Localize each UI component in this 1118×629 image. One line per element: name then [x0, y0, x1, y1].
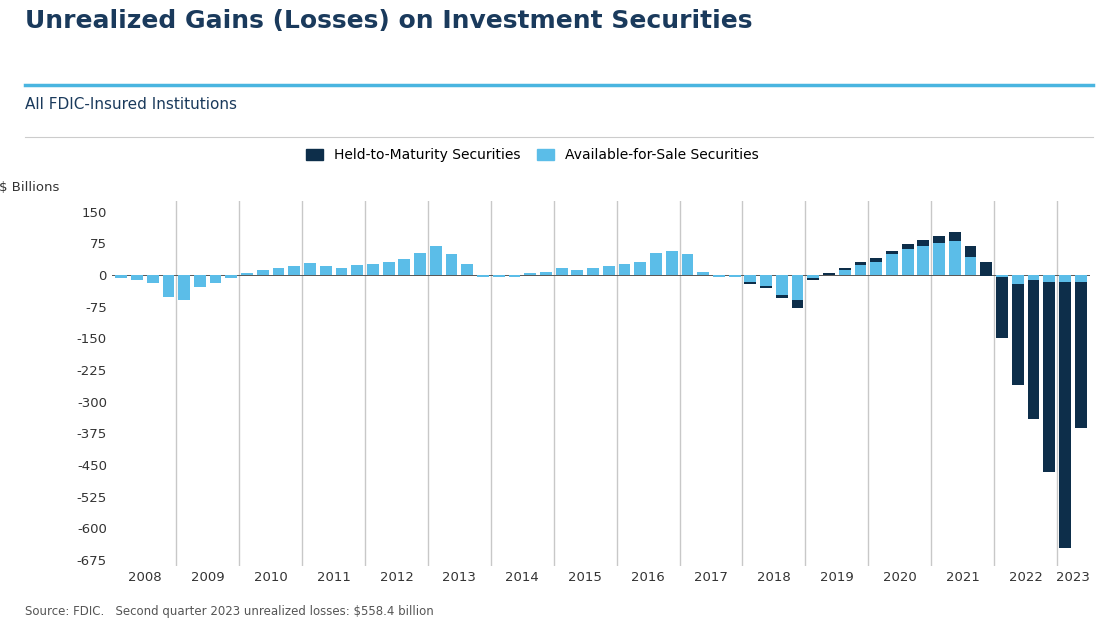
- Bar: [540, 272, 552, 275]
- Bar: [760, 275, 771, 286]
- Bar: [980, 262, 992, 276]
- Bar: [603, 266, 615, 275]
- Bar: [430, 247, 442, 275]
- Bar: [1043, 282, 1055, 472]
- Bar: [682, 254, 693, 275]
- Text: All FDIC-Insured Institutions: All FDIC-Insured Institutions: [25, 97, 237, 113]
- Bar: [792, 275, 804, 301]
- Bar: [965, 247, 976, 257]
- Bar: [1012, 284, 1024, 385]
- Bar: [698, 272, 709, 275]
- Bar: [776, 275, 788, 295]
- Bar: [902, 244, 913, 249]
- Bar: [414, 253, 426, 275]
- Text: Unrealized Gains (Losses) on Investment Securities: Unrealized Gains (Losses) on Investment …: [25, 9, 752, 33]
- Bar: [273, 268, 284, 275]
- Bar: [934, 236, 945, 243]
- Bar: [918, 240, 929, 245]
- Bar: [902, 244, 913, 275]
- Bar: [634, 262, 646, 275]
- Bar: [965, 247, 976, 275]
- Bar: [509, 275, 520, 277]
- Bar: [745, 282, 756, 284]
- Bar: [729, 275, 740, 277]
- Bar: [210, 275, 221, 282]
- Legend: Held-to-Maturity Securities, Available-for-Sale Securities: Held-to-Maturity Securities, Available-f…: [301, 143, 765, 168]
- Bar: [870, 259, 882, 275]
- Bar: [823, 274, 835, 275]
- Bar: [241, 274, 253, 275]
- Bar: [1027, 275, 1040, 280]
- Bar: [776, 295, 788, 298]
- Bar: [571, 270, 584, 275]
- Bar: [996, 277, 1007, 338]
- Bar: [1027, 280, 1040, 420]
- Bar: [807, 278, 819, 280]
- Bar: [949, 231, 960, 240]
- Bar: [838, 268, 851, 270]
- Bar: [382, 262, 395, 275]
- Bar: [618, 264, 631, 275]
- Bar: [650, 253, 662, 275]
- Bar: [1012, 275, 1024, 284]
- Bar: [838, 268, 851, 275]
- Bar: [949, 231, 960, 275]
- Bar: [996, 275, 1007, 277]
- Bar: [226, 275, 237, 279]
- Bar: [823, 274, 835, 275]
- Bar: [792, 301, 804, 308]
- Bar: [288, 266, 300, 275]
- Bar: [146, 275, 159, 282]
- Bar: [446, 254, 457, 275]
- Bar: [477, 275, 489, 277]
- Bar: [918, 240, 929, 275]
- Bar: [854, 262, 866, 265]
- Bar: [524, 274, 536, 275]
- Bar: [367, 264, 379, 275]
- Bar: [934, 236, 945, 275]
- Bar: [1074, 275, 1087, 282]
- Bar: [980, 262, 992, 275]
- Bar: [854, 262, 866, 275]
- Bar: [351, 265, 363, 275]
- Bar: [745, 275, 756, 282]
- Bar: [335, 269, 348, 275]
- Bar: [885, 250, 898, 254]
- Bar: [666, 250, 678, 275]
- Text: Source: FDIC.   Second quarter 2023 unrealized losses: $558.4 billion: Source: FDIC. Second quarter 2023 unreal…: [25, 604, 434, 618]
- Bar: [760, 286, 771, 288]
- Bar: [398, 259, 410, 275]
- Text: $ Billions: $ Billions: [0, 181, 59, 194]
- Bar: [178, 275, 190, 301]
- Bar: [1059, 282, 1071, 548]
- Bar: [462, 264, 473, 275]
- Bar: [1059, 275, 1071, 282]
- Bar: [870, 259, 882, 262]
- Bar: [131, 275, 143, 280]
- Bar: [556, 268, 568, 275]
- Bar: [713, 275, 724, 277]
- Bar: [885, 250, 898, 275]
- Bar: [807, 275, 819, 278]
- Bar: [1074, 282, 1087, 428]
- Bar: [257, 270, 268, 275]
- Bar: [115, 275, 127, 279]
- Bar: [162, 275, 174, 297]
- Bar: [304, 264, 316, 275]
- Bar: [195, 275, 206, 287]
- Bar: [587, 268, 599, 275]
- Bar: [493, 275, 504, 277]
- Bar: [320, 266, 332, 275]
- Bar: [1043, 275, 1055, 282]
